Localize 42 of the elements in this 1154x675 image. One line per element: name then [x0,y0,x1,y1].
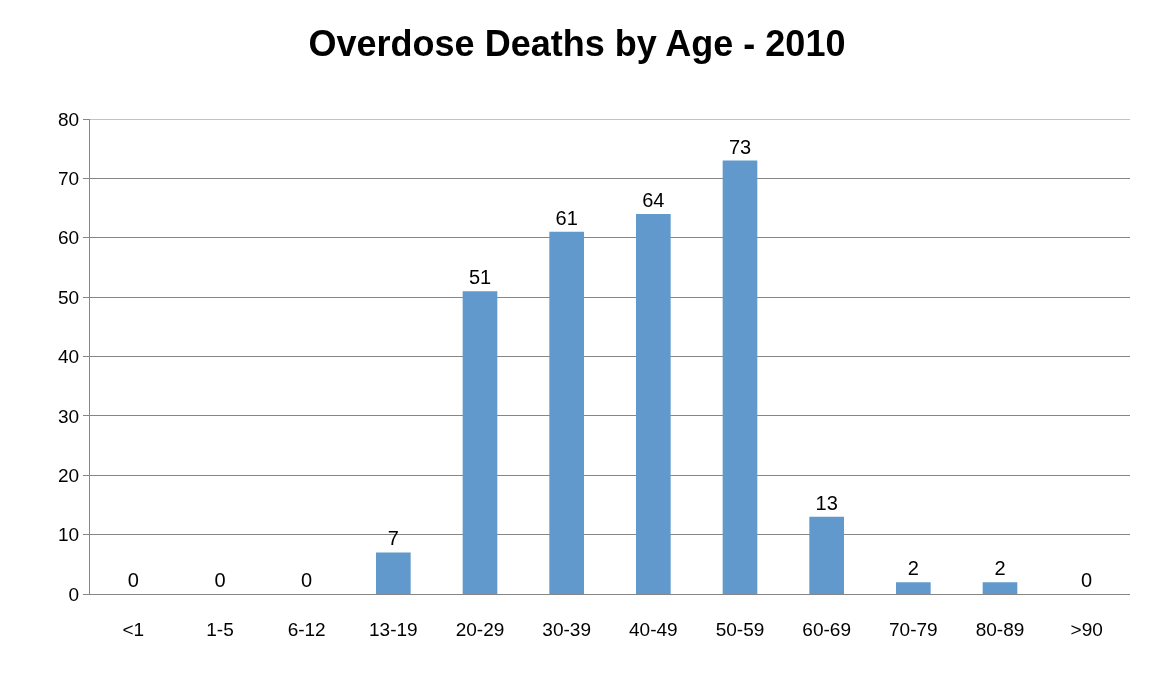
data-label: 13 [815,491,838,514]
data-label: 2 [907,557,919,580]
y-tick-label: 70 [58,168,80,190]
x-tick-label: 20-29 [455,618,505,640]
data-label: 64 [642,189,665,211]
bar [549,231,584,594]
y-tick-label: 80 [58,108,80,130]
x-tick-label: 50-59 [715,618,765,640]
bar [982,582,1018,594]
x-tick-label: 13-19 [369,618,418,640]
data-label: 73 [728,135,752,158]
bar [809,516,844,594]
bar [722,160,758,594]
x-tick-label: 1-5 [206,618,234,640]
data-label: 0 [127,569,139,591]
y-tick-label: 20 [58,464,80,486]
data-label: 0 [301,569,313,591]
x-tick-label: <1 [122,618,145,640]
y-tick-label: 60 [58,227,80,249]
x-tick-label: 80-89 [975,618,1025,640]
data-label: 0 [214,569,226,591]
x-tick-label: 6-12 [287,618,326,640]
y-tick-label: 30 [58,405,80,427]
bar [896,582,931,594]
y-tick-label: 50 [58,286,80,308]
x-tick-label: 30-39 [542,618,591,640]
data-label: 7 [387,527,399,550]
chart-title: Overdose Deaths by Age - 2010 [308,22,846,64]
bar [462,291,498,594]
y-tick-label: 10 [58,524,80,546]
bar [376,552,411,594]
x-tick-label: >90 [1070,618,1103,640]
data-label: 61 [555,206,578,229]
y-tick-label: 0 [68,583,80,605]
x-tick-label: 70-79 [889,618,938,640]
y-tick-label: 40 [58,346,80,368]
data-label: 0 [1081,569,1093,591]
x-tick-label: 40-49 [629,618,678,640]
data-label: 2 [994,557,1006,580]
data-label: 51 [468,266,492,289]
x-tick-label: 60-69 [802,618,851,640]
bar [636,214,671,594]
